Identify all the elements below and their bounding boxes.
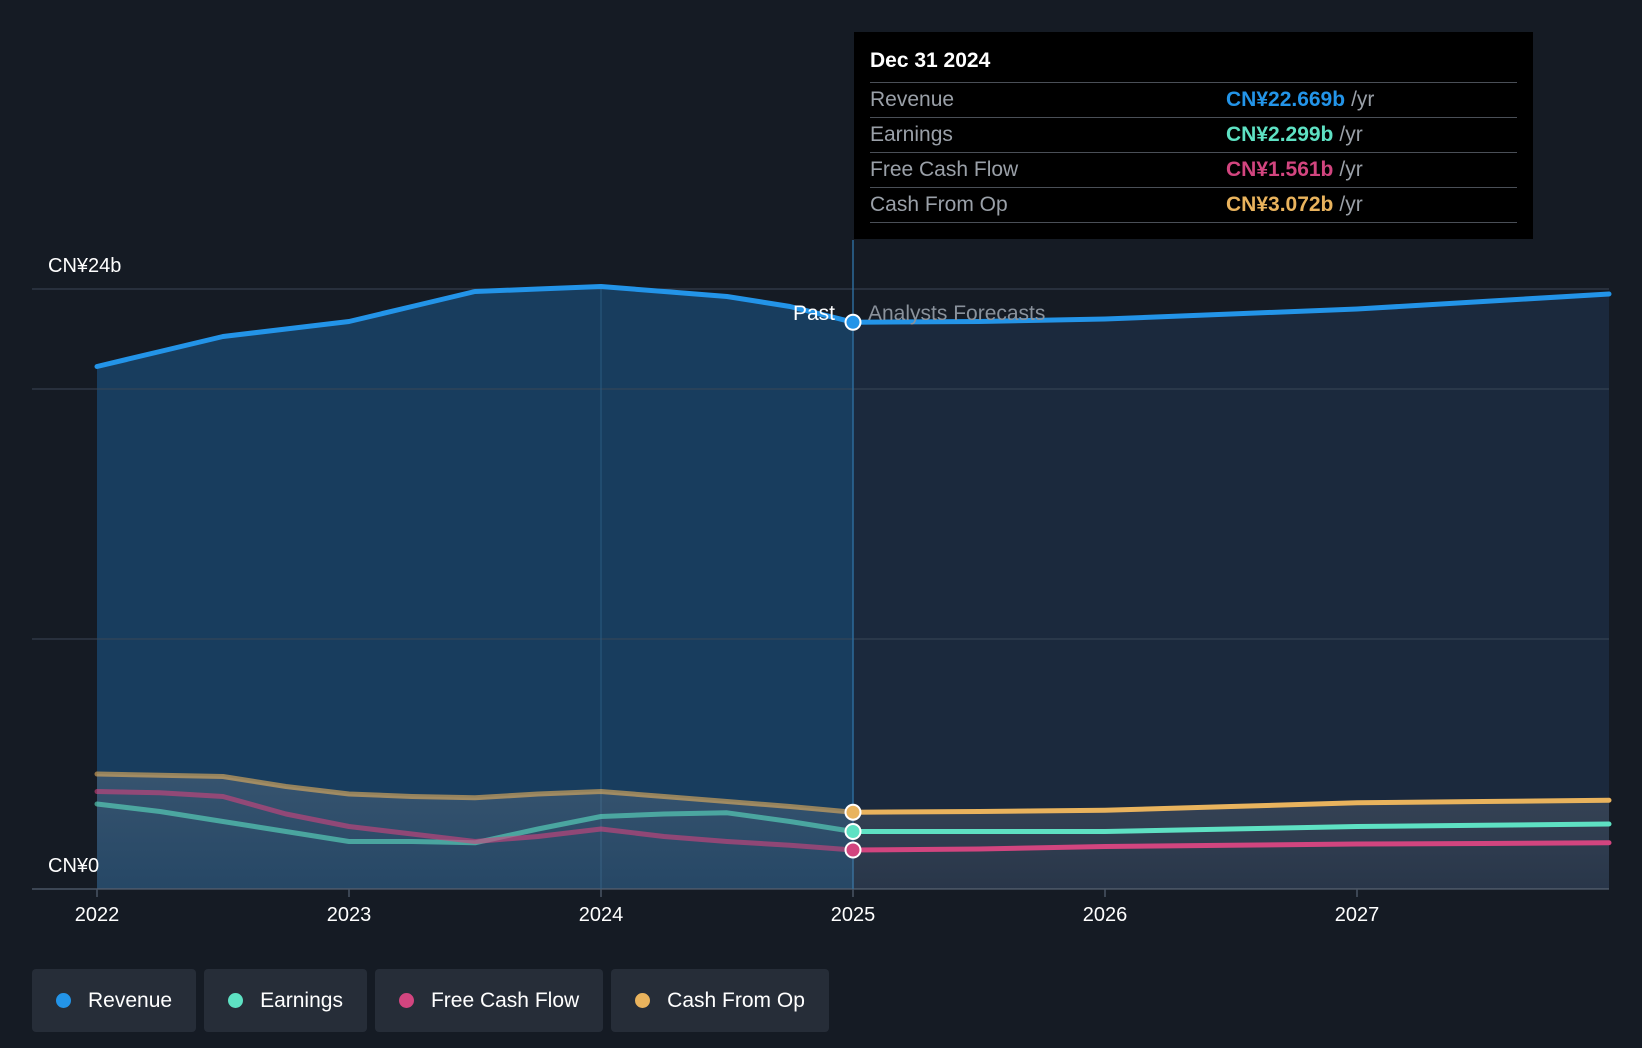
tooltip-label: Cash From Op [870,193,1008,216]
series-line-forecast [850,291,1612,325]
tooltip-value: CN¥2.299b [1226,123,1334,146]
tooltip-unit: /yr [1351,88,1375,111]
tooltip-value: CN¥3.072b [1226,193,1334,216]
legend-item-cash-from-op[interactable]: Cash From Op [611,969,829,1032]
y-axis-min-label: CN¥0 [48,855,99,877]
tooltip-label: Revenue [870,88,955,111]
x-tick-label: 2024 [579,904,624,926]
tooltip-unit: /yr [1339,123,1363,146]
legend-dot-icon [398,993,414,1008]
series-line-forecast [850,821,1612,834]
legend-item-earnings[interactable]: Earnings [204,969,367,1032]
x-tick-label: 2026 [1083,904,1128,926]
legend-dot-icon [635,993,651,1008]
tooltip: Dec 31 2024 Revenue CN¥22.669b /yr Earni… [854,32,1533,239]
legend-label: Revenue [88,988,173,1012]
legend-dot-icon [56,993,71,1008]
series-line-past [94,789,856,853]
chart: CN¥24b CN¥0 2022 2023 2024 2025 2026 2027 Past An… [32,240,1612,926]
tooltip-row-earnings: Earnings CN¥2.299b /yr [870,118,1517,153]
tooltip-value: CN¥1.561b [1226,158,1334,181]
forecast-label: Analysts Forecasts [868,302,1045,325]
x-tick-label: 2027 [1335,904,1380,926]
series-line-forecast [850,840,1612,853]
series-marker [844,313,862,331]
past-label: Past [793,302,835,325]
series-line-forecast [850,797,1612,815]
series-marker [844,841,862,859]
series-line-past [94,771,856,815]
series-marker [844,803,862,821]
tooltip-row-cash-from-op: Cash From Op CN¥3.072b /yr [870,188,1517,223]
legend-item-revenue[interactable]: Revenue [32,969,197,1032]
y-axis-max-label: CN¥24b [48,255,121,277]
legend-label: Cash From Op [667,988,805,1012]
x-tick-label: 2023 [327,904,372,926]
tooltip-label: Earnings [870,123,953,146]
tooltip-unit: /yr [1339,193,1363,216]
legend: Revenue Earnings Free Cash Flow Cash Fro… [32,969,829,1032]
tooltip-label: Free Cash Flow [870,158,1019,181]
legend-item-free-cash-flow[interactable]: Free Cash Flow [374,969,604,1032]
tooltip-unit: /yr [1339,158,1363,181]
tooltip-value: CN¥22.669b [1226,88,1346,111]
revenue-area-past [97,286,853,889]
tooltip-row-free-cash-flow: Free Cash Flow CN¥1.561b /yr [870,153,1517,188]
x-tick-label: 2025 [831,904,876,926]
legend-label: Free Cash Flow [430,988,580,1012]
tooltip-date: Dec 31 2024 [870,46,1517,83]
x-tick-label: 2022 [75,904,120,926]
tooltip-row-revenue: Revenue CN¥22.669b /yr [870,83,1517,118]
legend-label: Earnings [260,988,343,1012]
series-marker [844,823,862,841]
revenue-area-forecast [853,294,1609,889]
legend-dot-icon [228,993,244,1008]
series-line-past [94,284,856,369]
